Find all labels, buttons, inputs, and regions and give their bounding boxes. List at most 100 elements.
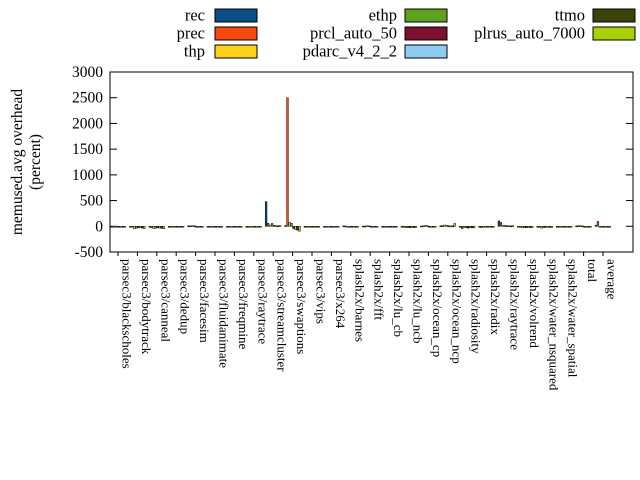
bar-ttmo: [296, 226, 299, 231]
bar-ttmo: [238, 226, 241, 228]
bar-ethp: [503, 225, 507, 227]
bar-ethp: [232, 226, 235, 228]
bar-plrus_auto_7000: [550, 226, 553, 228]
bar-ethp: [348, 226, 351, 228]
bar-ttmo: [587, 226, 590, 228]
bar-rec: [226, 226, 229, 228]
bar-prcl_auto_50: [563, 226, 567, 228]
x-category-label: parsec3/vips: [314, 259, 329, 324]
x-category-label: parsec3/streamcluster: [275, 259, 290, 372]
bar-ttmo: [373, 226, 377, 228]
bar-pdarc_v4_2_2: [468, 226, 472, 228]
legend-item-label-prec: prec: [177, 24, 205, 43]
bar-ethp: [561, 226, 565, 228]
bar-thp: [152, 226, 155, 229]
bar-plrus_auto_7000: [123, 226, 127, 228]
bar-plrus_auto_7000: [278, 225, 282, 227]
bar-plrus_auto_7000: [414, 226, 418, 228]
bar-pdarc_v4_2_2: [255, 226, 258, 228]
bar-thp: [249, 226, 252, 228]
bar-rec: [109, 226, 113, 228]
bar-ethp: [251, 226, 254, 228]
bar-prcl_auto_50: [117, 226, 121, 228]
bar-rec: [129, 226, 132, 228]
bar-ttmo: [218, 226, 222, 228]
bar-ethp: [484, 226, 487, 228]
bar-prec: [189, 225, 192, 228]
x-category-label: splash2x/lu_ncb: [411, 259, 426, 344]
legend-swatch-prec: [214, 26, 258, 41]
bar-plrus_auto_7000: [220, 226, 224, 228]
bar-ttmo: [412, 226, 416, 228]
x-category-label: parsec3/freqmine: [236, 259, 251, 349]
bar-pdarc_v4_2_2: [313, 226, 317, 228]
bar-prcl_auto_50: [602, 226, 606, 228]
bar-prec: [325, 226, 328, 228]
y-tick-label: 0: [95, 218, 103, 235]
bar-thp: [501, 225, 505, 227]
bar-prec: [131, 226, 134, 228]
bar-plrus_auto_7000: [472, 226, 476, 229]
bar-rec: [439, 225, 442, 227]
bar-rec: [575, 225, 578, 228]
x-category-label: parsec3/canneal: [158, 259, 173, 342]
chart-generated-content: 3000 2500 2000 1500 1000 500 0 -500 parsec3/blac…: [72, 6, 636, 391]
y-tick-label: 1500: [72, 141, 103, 158]
bar-prcl_auto_50: [175, 226, 179, 228]
bar-thp: [521, 226, 524, 229]
bar-plrus_auto_7000: [201, 226, 204, 228]
bar-pdarc_v4_2_2: [294, 226, 297, 230]
bar-pdarc_v4_2_2: [197, 226, 200, 228]
bar-pdarc_v4_2_2: [371, 226, 375, 228]
bar-pdarc_v4_2_2: [449, 225, 452, 228]
bar-prcl_auto_50: [389, 226, 392, 228]
bar-thp: [540, 226, 543, 229]
bar-rec: [187, 225, 190, 227]
bar-plrus_auto_7000: [356, 226, 359, 228]
bar-rec: [206, 226, 210, 228]
bar-thp: [482, 226, 485, 228]
bar-rec: [245, 226, 248, 228]
legend-swatch-rec: [214, 8, 258, 23]
bar-ethp: [154, 226, 157, 229]
bar-prec: [344, 225, 347, 228]
y-tick-label: 2500: [72, 90, 103, 107]
bar-prec: [208, 226, 212, 228]
bar-rec: [536, 226, 539, 228]
bar-ethp: [173, 226, 177, 228]
bar-thp: [171, 226, 175, 228]
bar-ttmo: [257, 226, 260, 228]
bar-thp: [404, 226, 408, 229]
bar-pdarc_v4_2_2: [274, 225, 278, 227]
x-category-label: total: [585, 259, 600, 282]
bar-ttmo: [179, 226, 183, 228]
bar-ttmo: [529, 226, 532, 228]
bar-plrus_auto_7000: [531, 226, 534, 228]
bar-pdarc_v4_2_2: [507, 225, 511, 227]
bar-ttmo: [354, 226, 357, 228]
bar-pdarc_v4_2_2: [391, 226, 394, 228]
bar-rec: [167, 226, 171, 228]
bar-thp: [191, 225, 194, 227]
bar-ttmo: [315, 226, 319, 228]
bar-thp: [327, 226, 330, 228]
bar-ethp: [523, 226, 526, 228]
bar-plrus_auto_7000: [162, 226, 165, 229]
legend-item-label-thp: thp: [184, 42, 205, 61]
bar-plrus_auto_7000: [511, 225, 515, 227]
bar-pdarc_v4_2_2: [236, 226, 239, 228]
bar-pdarc_v4_2_2: [430, 226, 433, 228]
bar-thp: [365, 225, 369, 227]
bar-ethp: [115, 226, 119, 228]
bar-ethp: [309, 226, 313, 228]
bar-prcl_auto_50: [583, 226, 586, 228]
bar-prec: [460, 226, 464, 229]
x-category-label: splash2x/volrend: [527, 259, 542, 348]
bar-ttmo: [567, 226, 571, 228]
bar-plrus_auto_7000: [589, 226, 592, 228]
legend-swatch-thp: [214, 44, 258, 59]
bar-prcl_auto_50: [234, 226, 237, 228]
plot-border: [109, 71, 634, 253]
bar-ethp: [445, 225, 448, 227]
bar-thp: [230, 226, 233, 228]
